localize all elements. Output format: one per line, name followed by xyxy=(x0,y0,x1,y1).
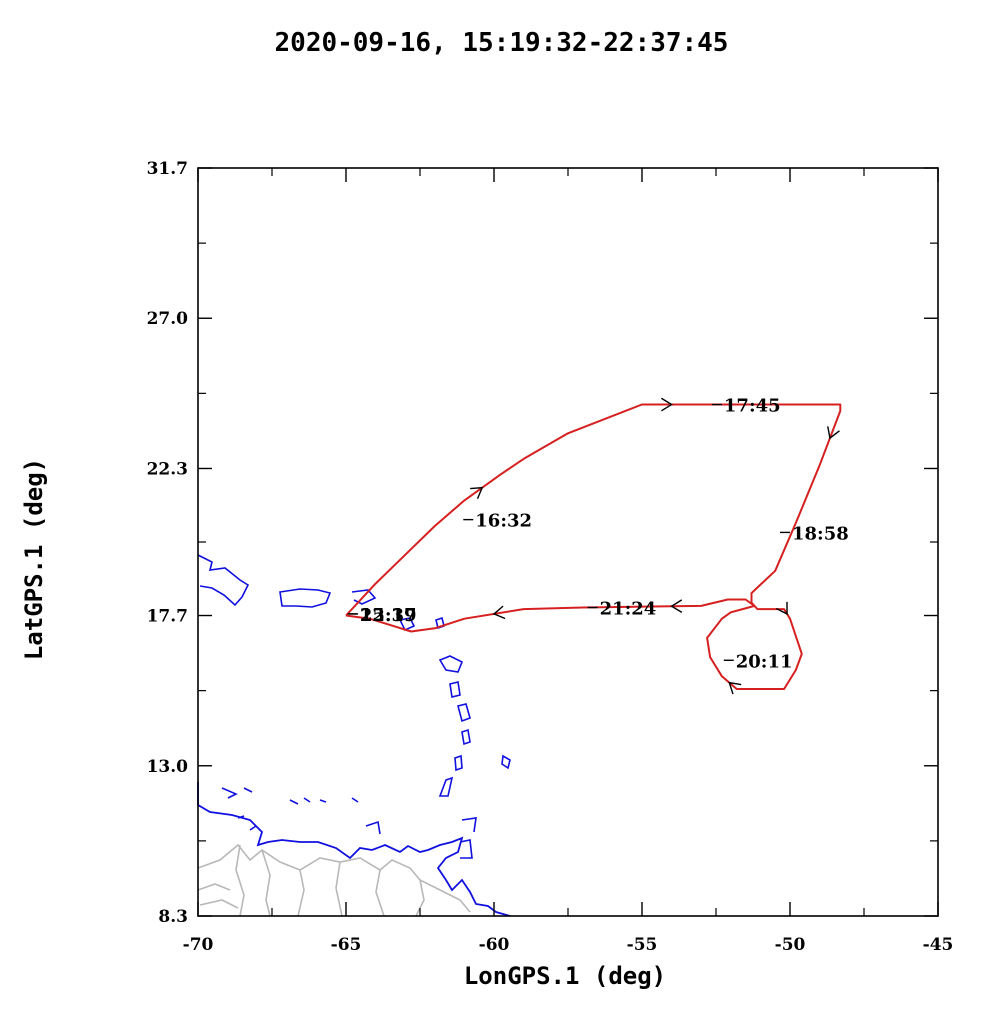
y-tick-label: 8.3 xyxy=(158,907,188,927)
coastline-island-5 xyxy=(457,703,471,723)
coastline-venezuela-islands xyxy=(237,815,381,835)
y-tick-label: 22.3 xyxy=(147,459,188,479)
coastline-island-9 xyxy=(501,754,511,770)
x-tick-label: -60 xyxy=(479,935,510,955)
coastline-island-8 xyxy=(438,776,454,797)
coastline-island-7 xyxy=(454,754,463,772)
coastline-island-3 xyxy=(438,655,464,673)
direction-arrow xyxy=(470,486,484,499)
time-label: 16:32 xyxy=(475,511,532,532)
y-axis-ticks: 8.3 13.0 17.7 22.3 27.0 31.7 xyxy=(147,159,938,927)
coastline-island-4 xyxy=(449,681,461,698)
coastline-hispaniola xyxy=(197,554,250,607)
time-label: 18:58 xyxy=(792,523,849,544)
time-label: 17:45 xyxy=(724,396,781,417)
direction-arrow xyxy=(492,605,506,620)
coastline-trinidad xyxy=(459,817,477,859)
flight-track-line xyxy=(345,403,842,690)
x-tick-label: -65 xyxy=(331,935,362,955)
map-background xyxy=(197,554,511,917)
time-label: 20:11 xyxy=(736,651,793,672)
x-tick-label: -70 xyxy=(183,935,214,955)
coastline-puerto-rico xyxy=(279,588,332,608)
coastline-island-6 xyxy=(461,728,471,746)
coastline-virgin-islands xyxy=(351,589,377,605)
direction-arrow xyxy=(670,599,683,614)
coastline-island-1 xyxy=(398,617,416,632)
x-tick-label: -50 xyxy=(775,935,806,955)
coastline-small-islands xyxy=(221,787,359,805)
y-tick-label: 27.0 xyxy=(147,309,189,329)
direction-arrow xyxy=(661,397,673,412)
direction-arrow xyxy=(728,681,742,695)
x-axis-ticks: -70 -65 -60 -55 -50 -45 xyxy=(183,168,954,955)
y-tick-label: 17.7 xyxy=(147,607,188,627)
direction-arrow xyxy=(827,426,840,440)
y-axis-label: LatGPS.1 (deg) xyxy=(20,457,48,661)
time-label: 15:19 xyxy=(360,605,417,626)
y-tick-label: 31.7 xyxy=(147,159,188,179)
flight-track xyxy=(345,397,842,695)
direction-arrow xyxy=(776,601,788,616)
time-label: 21:24 xyxy=(600,599,657,620)
x-tick-label: -45 xyxy=(923,935,954,955)
coastline-venezuela xyxy=(197,782,511,917)
x-axis-label: LonGPS.1 (deg) xyxy=(463,962,667,990)
y-tick-label: 13.0 xyxy=(147,757,189,777)
x-tick-label: -55 xyxy=(627,935,658,955)
time-label: 22:37 xyxy=(360,605,417,626)
chart-title: 2020-09-16, 15:19:32-22:37:45 xyxy=(274,28,729,58)
country-borders xyxy=(197,843,471,917)
